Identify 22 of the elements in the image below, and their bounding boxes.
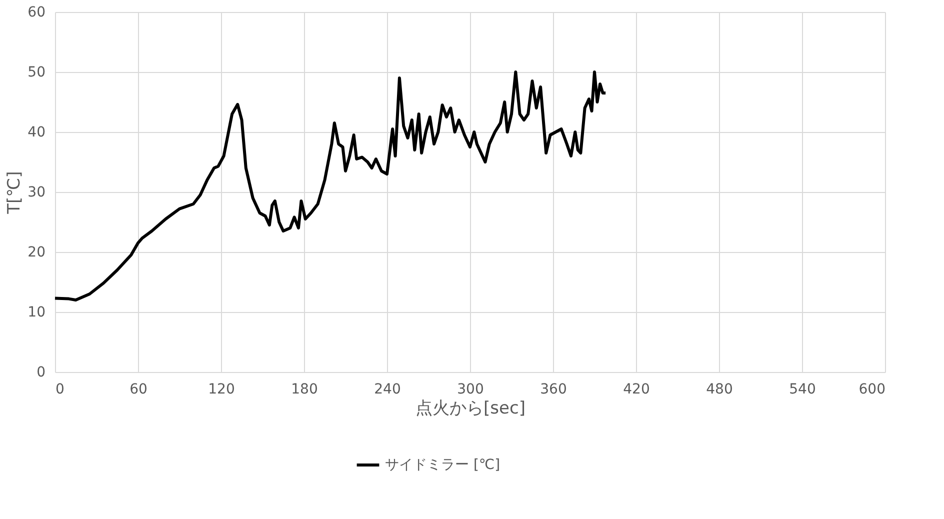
x-tick-label: 360 — [540, 382, 567, 398]
y-axis-title: T[℃] — [4, 171, 25, 215]
x-tick-label: 300 — [457, 382, 484, 398]
x-tick-label: 120 — [208, 382, 235, 398]
x-tick-label: 240 — [374, 382, 401, 398]
x-tick-label: 540 — [789, 382, 816, 398]
y-tick-label: 60 — [28, 4, 46, 20]
x-tick-label: 420 — [623, 382, 650, 398]
x-tick-label: 180 — [291, 382, 318, 398]
x-tick-label: 60 — [130, 382, 148, 398]
x-tick-label: 480 — [706, 382, 733, 398]
y-tick-label: 10 — [28, 304, 46, 320]
y-tick-label: 50 — [28, 64, 46, 80]
x-axis-title: 点火から[sec] — [416, 398, 526, 418]
y-tick-label: 20 — [28, 244, 46, 260]
x-tick-label: 600 — [858, 382, 886, 398]
y-tick-label: 30 — [28, 184, 46, 200]
legend-label: サイドミラー [℃] — [385, 457, 500, 473]
y-tick-label: 0 — [36, 364, 46, 380]
line-series — [54, 70, 608, 302]
y-tick-label: 40 — [28, 124, 46, 140]
x-tick-label: 0 — [56, 382, 64, 398]
